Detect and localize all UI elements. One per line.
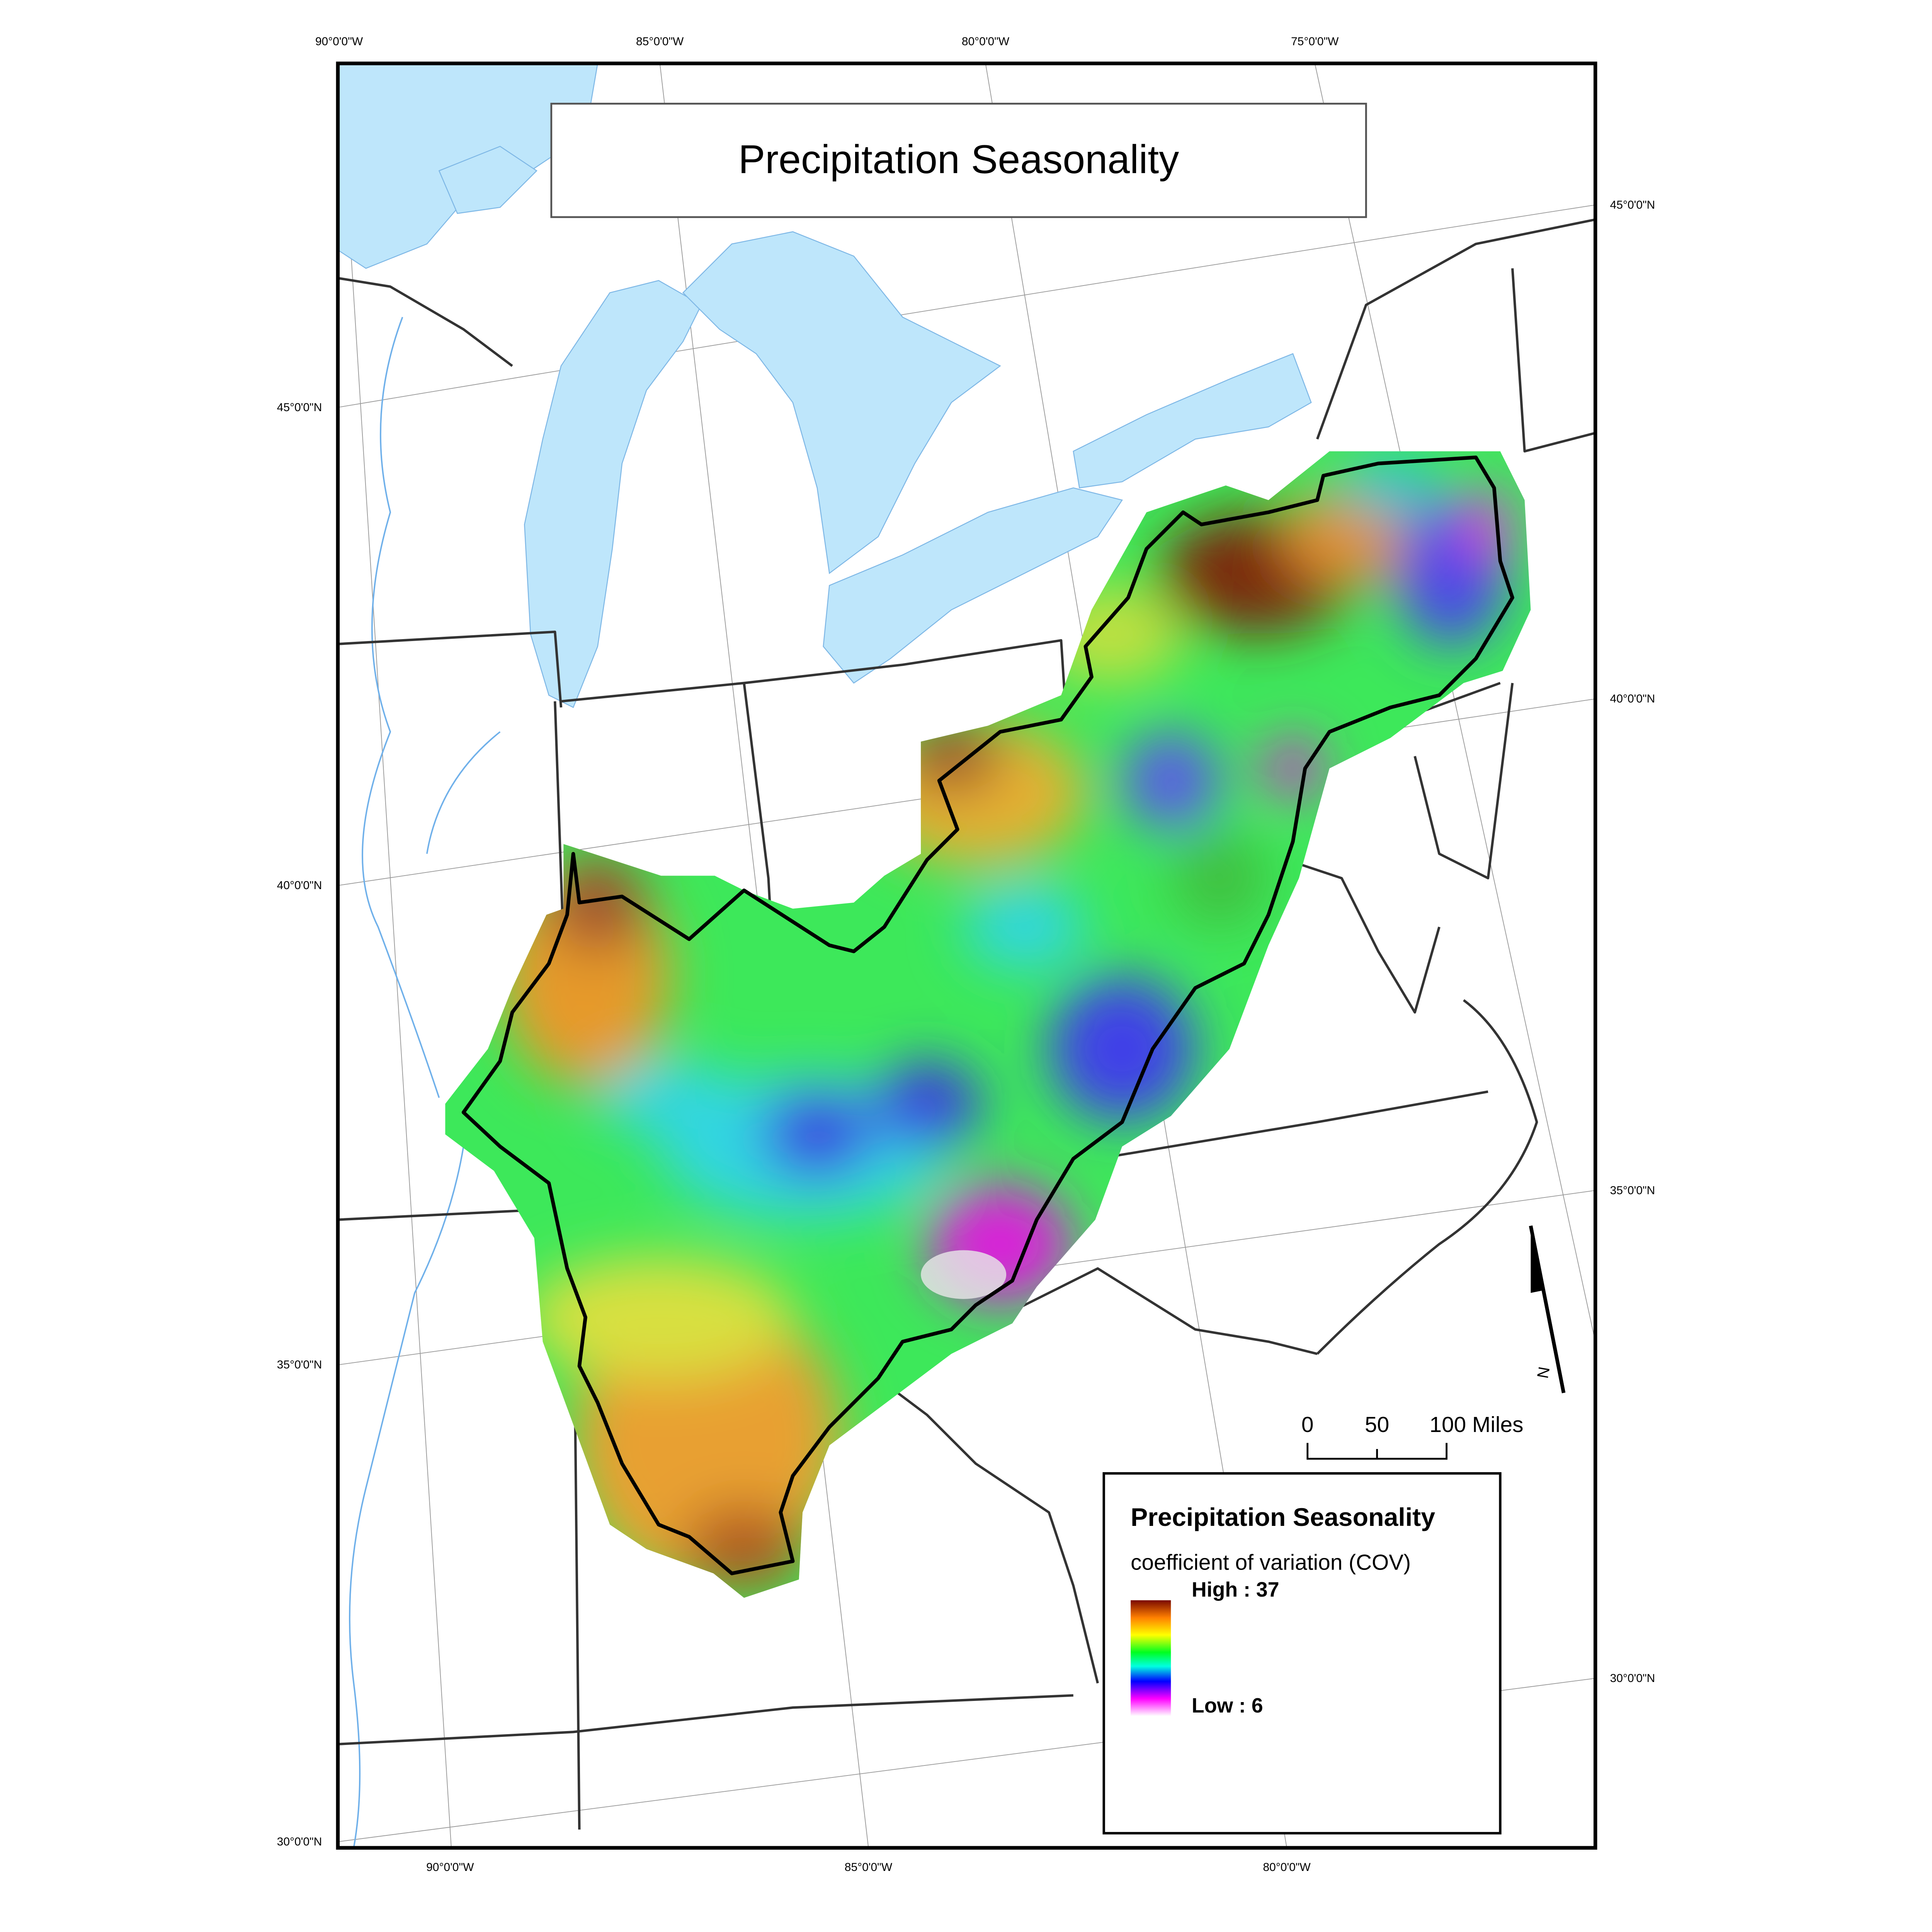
longitude-labels-top: 90°0'0"W 85°0'0"W 80°0'0"W 75°0'0"W bbox=[315, 35, 1339, 48]
lat-label: 30°0'0"N bbox=[277, 1835, 322, 1848]
legend-color-ramp bbox=[1131, 1600, 1171, 1716]
north-label: N bbox=[1534, 1366, 1553, 1380]
rivers bbox=[349, 317, 501, 1848]
latitude-labels-left: 45°0'0"N 40°0'0"N 35°0'0"N 30°0'0"N bbox=[277, 401, 322, 1848]
scale-label: 100 Miles bbox=[1429, 1413, 1523, 1437]
lat-label: 40°0'0"N bbox=[277, 879, 322, 892]
scale-label: 50 bbox=[1365, 1413, 1389, 1437]
lon-label: 80°0'0"W bbox=[962, 35, 1010, 48]
legend-high-label: High : 37 bbox=[1192, 1578, 1279, 1601]
great-lakes bbox=[337, 63, 1312, 708]
lon-label: 85°0'0"W bbox=[636, 35, 684, 48]
lat-label: 35°0'0"N bbox=[277, 1359, 322, 1371]
latitude-labels-right: 45°0'0"N 40°0'0"N 35°0'0"N 30°0'0"N bbox=[1610, 199, 1655, 1685]
longitude-labels-bottom: 90°0'0"W 85°0'0"W 80°0'0"W bbox=[426, 1861, 1311, 1874]
scale-label: 0 bbox=[1301, 1413, 1314, 1437]
map-title: Precipitation Seasonality bbox=[738, 137, 1179, 182]
study-area-boundary bbox=[461, 455, 1514, 1575]
lat-label: 35°0'0"N bbox=[1610, 1184, 1655, 1197]
scale-bar: 0 50 100 Miles bbox=[1301, 1413, 1524, 1460]
lon-label: 90°0'0"W bbox=[315, 35, 363, 48]
lon-label: 90°0'0"W bbox=[426, 1861, 474, 1874]
lon-label: 80°0'0"W bbox=[1263, 1861, 1311, 1874]
lon-label: 85°0'0"W bbox=[845, 1861, 893, 1874]
lat-label: 45°0'0"N bbox=[277, 401, 322, 414]
title-box: Precipitation Seasonality bbox=[550, 102, 1367, 218]
lat-label: 45°0'0"N bbox=[1610, 199, 1655, 211]
north-arrow-icon: N bbox=[1529, 1225, 1566, 1393]
map-frame bbox=[336, 61, 1597, 1850]
lon-label: 75°0'0"W bbox=[1291, 35, 1339, 48]
lat-label: 40°0'0"N bbox=[1610, 692, 1655, 705]
legend: Precipitation Seasonality coefficient of… bbox=[1102, 1472, 1502, 1835]
lat-label: 30°0'0"N bbox=[1610, 1672, 1655, 1685]
legend-title: Precipitation Seasonality bbox=[1131, 1503, 1435, 1532]
legend-subtitle: coefficient of variation (COV) bbox=[1131, 1551, 1411, 1575]
legend-low-label: Low : 6 bbox=[1192, 1694, 1263, 1717]
